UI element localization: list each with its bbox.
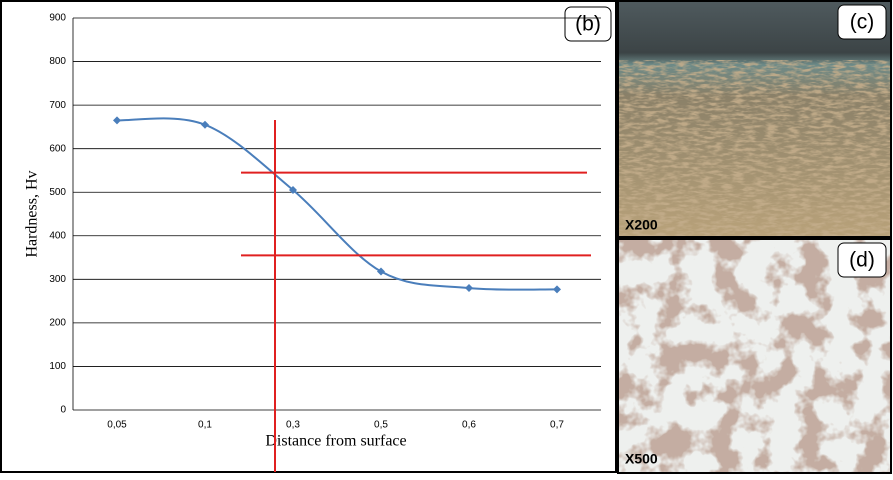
magnification: X500 <box>625 451 658 467</box>
label-box <box>837 242 887 278</box>
y-tick-label: 100 <box>49 361 66 372</box>
x-tick-label: 0,05 <box>107 420 127 431</box>
x-tick-label: 0,6 <box>462 420 476 431</box>
chart-frame <box>0 0 617 473</box>
label-box <box>564 6 612 42</box>
x-tick-label: 0,7 <box>550 420 564 431</box>
micrograph-c-frame <box>617 0 892 238</box>
y-tick-label: 800 <box>49 56 66 67</box>
y-tick-label: 0 <box>60 405 66 416</box>
data-point <box>201 120 209 129</box>
panel-label: (b) <box>575 13 601 36</box>
y-tick-label: 300 <box>49 274 66 285</box>
micrograph-c-texture <box>618 60 891 237</box>
y-tick-label: 600 <box>49 143 66 154</box>
magnification: X200 <box>625 217 658 233</box>
data-point <box>289 186 297 195</box>
data-point <box>465 284 473 293</box>
x-tick-label: 0,1 <box>198 420 212 431</box>
y-tick-label: 400 <box>49 230 66 241</box>
data-point <box>377 267 385 276</box>
panel-label: (d) <box>849 249 875 272</box>
micrograph-d-frame <box>617 238 892 474</box>
y-tick-label: 900 <box>49 13 66 24</box>
data-point <box>113 116 121 125</box>
label-box <box>837 4 887 40</box>
y-tick-label: 700 <box>49 100 66 111</box>
x-tick-label: 0,5 <box>374 420 388 431</box>
data-point <box>553 285 561 294</box>
series-line <box>116 117 558 291</box>
x-tick-label: 0,3 <box>286 420 300 431</box>
x-axis-title: Distance from surface <box>265 433 406 450</box>
micrograph-d-texture <box>618 239 891 473</box>
y-tick-label: 200 <box>49 318 66 329</box>
panel-label: (c) <box>850 11 875 34</box>
y-axis-title: Hardness, Hv <box>24 170 41 257</box>
y-tick-label: 500 <box>49 187 66 198</box>
plot-area: 0 100 200 300 400 500 600 700 800 900 0,05 0,1 0,3 0,… <box>49 13 601 431</box>
